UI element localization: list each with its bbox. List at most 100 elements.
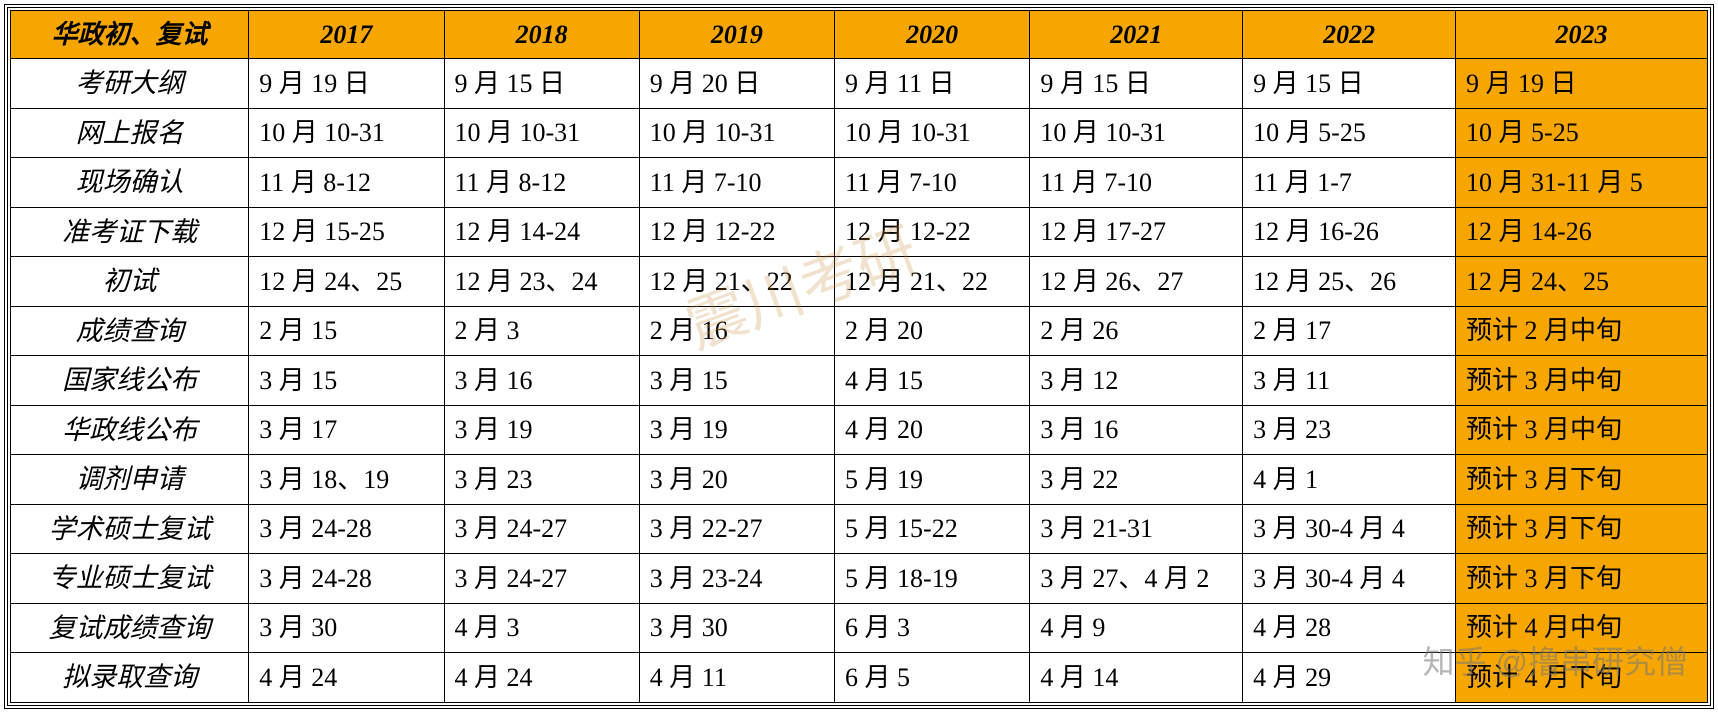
col-header-1: 2017 <box>249 11 444 59</box>
cell: 4 月 29 <box>1243 653 1456 703</box>
cell: 9 月 15 日 <box>1030 59 1243 109</box>
schedule-table: 华政初、复试 2017 2018 2019 2020 2021 2022 202… <box>10 10 1708 703</box>
table-body: 考研大纲9 月 19 日9 月 15 日9 月 20 日9 月 11 日9 月 … <box>11 59 1708 703</box>
row-label: 准考证下载 <box>11 207 249 257</box>
row-label: 成绩查询 <box>11 306 249 356</box>
cell: 3 月 23 <box>444 455 639 505</box>
cell: 3 月 17 <box>249 405 444 455</box>
cell: 4 月 3 <box>444 603 639 653</box>
cell: 6 月 5 <box>835 653 1030 703</box>
cell: 12 月 24、25 <box>1456 257 1708 307</box>
cell: 9 月 20 日 <box>639 59 834 109</box>
table-row: 专业硕士复试3 月 24-283 月 24-273 月 23-245 月 18-… <box>11 554 1708 604</box>
cell: 3 月 30 <box>249 603 444 653</box>
row-label: 国家线公布 <box>11 356 249 406</box>
cell: 4 月 28 <box>1243 603 1456 653</box>
row-label: 初试 <box>11 257 249 307</box>
col-header-6: 2022 <box>1243 11 1456 59</box>
table-frame: 华政初、复试 2017 2018 2019 2020 2021 2022 202… <box>4 4 1714 709</box>
cell: 3 月 12 <box>1030 356 1243 406</box>
cell: 5 月 15-22 <box>835 504 1030 554</box>
cell: 2 月 17 <box>1243 306 1456 356</box>
cell: 12 月 16-26 <box>1243 207 1456 257</box>
cell: 12 月 25、26 <box>1243 257 1456 307</box>
cell: 预计 2 月中旬 <box>1456 306 1708 356</box>
table-row: 调剂申请3 月 18、193 月 233 月 205 月 193 月 224 月… <box>11 455 1708 505</box>
cell: 9 月 19 日 <box>1456 59 1708 109</box>
cell: 3 月 30 <box>639 603 834 653</box>
cell: 3 月 24-27 <box>444 504 639 554</box>
cell: 12 月 24、25 <box>249 257 444 307</box>
cell: 12 月 12-22 <box>639 207 834 257</box>
table-row: 成绩查询2 月 152 月 32 月 162 月 202 月 262 月 17预… <box>11 306 1708 356</box>
cell: 2 月 15 <box>249 306 444 356</box>
cell: 11 月 7-10 <box>835 158 1030 208</box>
cell: 12 月 14-26 <box>1456 207 1708 257</box>
row-label: 复试成绩查询 <box>11 603 249 653</box>
cell: 预计 4 月中旬 <box>1456 603 1708 653</box>
cell: 9 月 19 日 <box>249 59 444 109</box>
cell: 3 月 15 <box>249 356 444 406</box>
table-row: 现场确认11 月 8-1211 月 8-1211 月 7-1011 月 7-10… <box>11 158 1708 208</box>
cell: 11 月 7-10 <box>1030 158 1243 208</box>
col-header-5: 2021 <box>1030 11 1243 59</box>
cell: 10 月 10-31 <box>835 108 1030 158</box>
table-row: 华政线公布3 月 173 月 193 月 194 月 203 月 163 月 2… <box>11 405 1708 455</box>
cell: 10 月 31-11 月 5 <box>1456 158 1708 208</box>
table-row: 考研大纲9 月 19 日9 月 15 日9 月 20 日9 月 11 日9 月 … <box>11 59 1708 109</box>
cell: 3 月 16 <box>1030 405 1243 455</box>
cell: 5 月 19 <box>835 455 1030 505</box>
cell: 11 月 8-12 <box>249 158 444 208</box>
table-row: 初试12 月 24、2512 月 23、2412 月 21、2212 月 21、… <box>11 257 1708 307</box>
cell: 12 月 21、22 <box>639 257 834 307</box>
cell: 10 月 10-31 <box>444 108 639 158</box>
table-row: 拟录取查询4 月 244 月 244 月 116 月 54 月 144 月 29… <box>11 653 1708 703</box>
table-row: 准考证下载12 月 15-2512 月 14-2412 月 12-22 12 月 … <box>11 207 1708 257</box>
cell: 4 月 11 <box>639 653 834 703</box>
cell: 12 月 17-27 <box>1030 207 1243 257</box>
header-row: 华政初、复试 2017 2018 2019 2020 2021 2022 202… <box>11 11 1708 59</box>
cell: 5 月 18-19 <box>835 554 1030 604</box>
cell: 3 月 24-27 <box>444 554 639 604</box>
row-label: 华政线公布 <box>11 405 249 455</box>
cell: 3 月 24-28 <box>249 554 444 604</box>
row-label: 学术硕士复试 <box>11 504 249 554</box>
cell: 3 月 11 <box>1243 356 1456 406</box>
col-header-3: 2019 <box>639 11 834 59</box>
cell: 3 月 16 <box>444 356 639 406</box>
cell: 3 月 18、19 <box>249 455 444 505</box>
cell: 4 月 24 <box>444 653 639 703</box>
cell: 2 月 16 <box>639 306 834 356</box>
cell: 4 月 14 <box>1030 653 1243 703</box>
cell: 10 月 10-31 <box>1030 108 1243 158</box>
cell: 4 月 15 <box>835 356 1030 406</box>
cell: 预计 3 月下旬 <box>1456 504 1708 554</box>
cell: 10 月 10-31 <box>639 108 834 158</box>
cell: 3 月 15 <box>639 356 834 406</box>
cell: 6 月 3 <box>835 603 1030 653</box>
cell: 3 月 30-4 月 4 <box>1243 504 1456 554</box>
cell: 9 月 15 日 <box>1243 59 1456 109</box>
cell: 12 月 23、24 <box>444 257 639 307</box>
cell: 9 月 15 日 <box>444 59 639 109</box>
cell: 12 月 15-25 <box>249 207 444 257</box>
cell: 3 月 20 <box>639 455 834 505</box>
cell: 3 月 27、4 月 2 <box>1030 554 1243 604</box>
cell: 11 月 8-12 <box>444 158 639 208</box>
cell: 4 月 9 <box>1030 603 1243 653</box>
cell: 预计 4 月下旬 <box>1456 653 1708 703</box>
table-row: 网上报名10 月 10-3110 月 10-3110 月 10-3110 月 1… <box>11 108 1708 158</box>
cell: 3 月 19 <box>444 405 639 455</box>
cell: 10 月 10-31 <box>249 108 444 158</box>
cell: 预计 3 月中旬 <box>1456 356 1708 406</box>
cell: 12 月 21、22 <box>835 257 1030 307</box>
cell: 3 月 21-31 <box>1030 504 1243 554</box>
table-row: 学术硕士复试3 月 24-283 月 24-273 月 22-275 月 15-… <box>11 504 1708 554</box>
cell: 11 月 1-7 <box>1243 158 1456 208</box>
cell: 10 月 5-25 <box>1243 108 1456 158</box>
col-header-4: 2020 <box>835 11 1030 59</box>
cell: 3 月 19 <box>639 405 834 455</box>
cell: 3 月 30-4 月 4 <box>1243 554 1456 604</box>
cell: 12 月 14-24 <box>444 207 639 257</box>
cell: 4 月 24 <box>249 653 444 703</box>
